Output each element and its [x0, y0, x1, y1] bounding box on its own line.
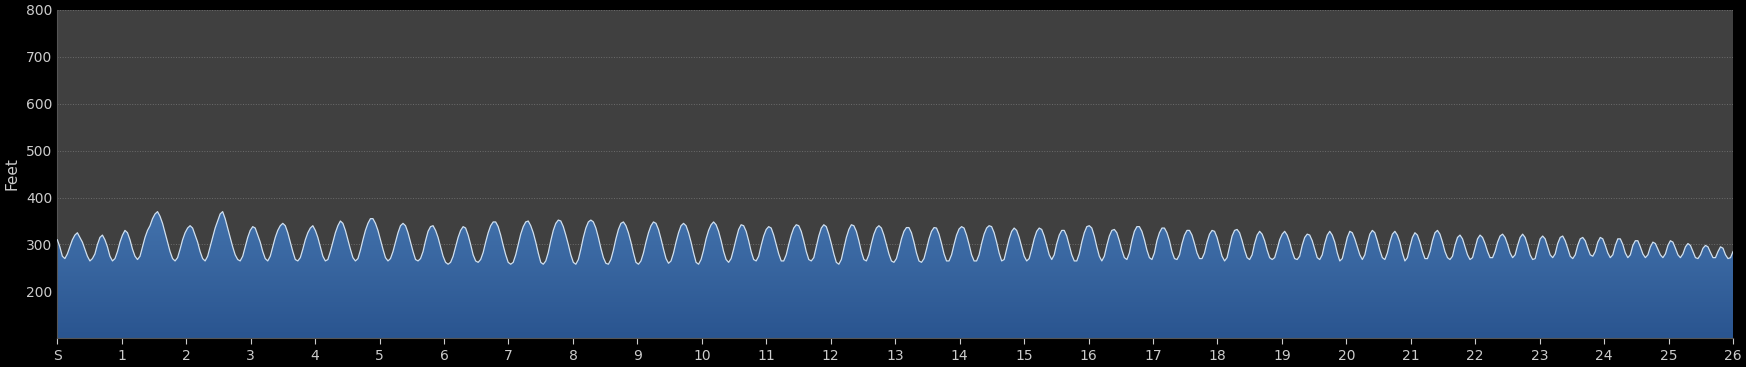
Y-axis label: Feet: Feet — [3, 157, 19, 190]
